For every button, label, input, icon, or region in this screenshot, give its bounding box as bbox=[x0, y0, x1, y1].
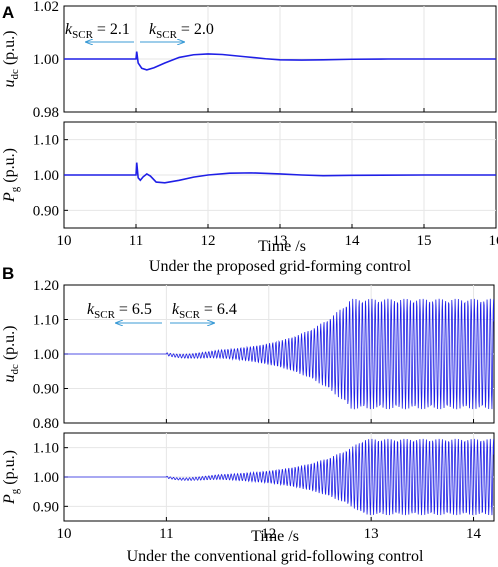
y-tick-label: 1.00 bbox=[33, 168, 59, 184]
panel-a-annotation-right: kSCR = 2.0 bbox=[149, 21, 214, 41]
series-line bbox=[64, 51, 496, 71]
x-tick-label: 16 bbox=[489, 233, 498, 249]
ylabel-var: P bbox=[1, 192, 18, 203]
panel-b-caption: Under the conventional grid-following co… bbox=[127, 548, 424, 565]
y-tick-label: 1.10 bbox=[33, 133, 59, 149]
ylabel-unit: (p.u.) bbox=[1, 450, 18, 489]
ylabel-unit: (p.u.) bbox=[1, 325, 18, 364]
annotation-var: k bbox=[172, 301, 180, 318]
y-tick-label: 0.80 bbox=[33, 416, 59, 432]
ylabel-sub: dc bbox=[9, 69, 21, 80]
series-line bbox=[64, 298, 494, 410]
x-tick-label: 10 bbox=[57, 233, 72, 249]
ylabel-unit: (p.u.) bbox=[1, 30, 18, 69]
y-tick-label: 1.00 bbox=[33, 52, 59, 68]
y-tick-label: 0.90 bbox=[33, 382, 59, 398]
svg-text:kSCR = 6.5: kSCR = 6.5 bbox=[87, 301, 152, 321]
ylabel-sub: g bbox=[9, 488, 21, 494]
svg-text:kSCR = 6.4: kSCR = 6.4 bbox=[172, 301, 237, 321]
panel-a-caption: Under the proposed grid-forming control bbox=[149, 258, 412, 275]
ylabel-var: u bbox=[1, 80, 18, 88]
y-tick-label: 1.00 bbox=[33, 347, 59, 363]
panel-letter-b: B bbox=[2, 264, 14, 283]
y-tick-label: 1.02 bbox=[33, 0, 59, 15]
annotation-var: k bbox=[149, 21, 157, 38]
x-tick-label: 10 bbox=[57, 526, 72, 542]
annotation-eq: = 2.0 bbox=[177, 21, 214, 38]
panel-b-x-axis-label: Time /s bbox=[251, 528, 299, 545]
panel-b-annotation-left: kSCR = 6.5 bbox=[87, 301, 152, 321]
ylabel-unit: (p.u.) bbox=[1, 148, 18, 187]
x-tick-label: 14 bbox=[345, 233, 361, 249]
x-tick-label: 12 bbox=[201, 233, 216, 249]
annotation-sub: SCR bbox=[72, 29, 93, 41]
y-axis-label: Pg (p.u.) bbox=[1, 148, 21, 203]
y-tick-label: 1.00 bbox=[33, 470, 59, 486]
y-tick-label: 0.90 bbox=[33, 499, 59, 515]
svg-text:kSCR = 2.1: kSCR = 2.1 bbox=[65, 21, 130, 41]
x-tick-label: 13 bbox=[273, 233, 288, 249]
panel-a-udc-plot: 0.98 1.00 1.02 udc (p.u.) bbox=[1, 0, 497, 121]
series-line bbox=[64, 438, 494, 516]
ylabel-var: u bbox=[1, 375, 18, 383]
y-tick-label: 0.98 bbox=[33, 105, 59, 121]
panel-b-pg-plot: 10 11 12 13 14 0.90 1.00 1.10 Pg (p.u.) bbox=[1, 432, 495, 542]
annotation-eq: = 2.1 bbox=[93, 21, 130, 38]
y-tick-label: 1.20 bbox=[33, 278, 59, 294]
series-line bbox=[64, 162, 496, 184]
x-tick-label: 11 bbox=[159, 526, 173, 542]
x-tick-label: 12 bbox=[261, 526, 276, 542]
x-tick-label: 13 bbox=[364, 526, 379, 542]
panel-a-pg-plot: 10 11 12 13 14 15 16 0.90 1.00 1.10 Pg (p.u.) bbox=[1, 121, 498, 249]
y-tick-label: 1.10 bbox=[33, 441, 59, 457]
ylabel-sub: g bbox=[9, 186, 21, 192]
annotation-eq: = 6.4 bbox=[200, 301, 237, 318]
panel-b-annotation-right: kSCR = 6.4 bbox=[172, 301, 237, 321]
panel-b-udc-plot: 0.80 0.90 1.00 1.10 1.20 udc (p.u.) bbox=[1, 278, 495, 432]
y-axis-label: udc (p.u.) bbox=[1, 30, 21, 87]
ylabel-sub: dc bbox=[9, 364, 21, 375]
annotation-sub: SCR bbox=[94, 309, 115, 321]
panel-letter-a: A bbox=[2, 3, 14, 22]
annotation-sub: SCR bbox=[179, 309, 200, 321]
y-axis-label: udc (p.u.) bbox=[1, 325, 21, 382]
panel-a-x-axis-label: Time /s bbox=[258, 238, 306, 255]
x-tick-label: 15 bbox=[417, 233, 432, 249]
ylabel-var: P bbox=[1, 494, 18, 505]
x-tick-label: 11 bbox=[129, 233, 143, 249]
annotation-arrows bbox=[86, 42, 214, 323]
y-tick-label: 0.90 bbox=[33, 203, 59, 219]
panel-a-annotation-left: kSCR = 2.1 bbox=[65, 21, 130, 41]
svg-text:kSCR = 2.0: kSCR = 2.0 bbox=[149, 21, 214, 41]
annotation-sub: SCR bbox=[156, 29, 177, 41]
y-axis-label: Pg (p.u.) bbox=[1, 450, 21, 505]
annotation-eq: = 6.5 bbox=[115, 301, 152, 318]
x-tick-label: 14 bbox=[466, 526, 482, 542]
annotation-var: k bbox=[65, 21, 73, 38]
annotation-var: k bbox=[87, 301, 95, 318]
y-tick-label: 1.10 bbox=[33, 313, 59, 329]
